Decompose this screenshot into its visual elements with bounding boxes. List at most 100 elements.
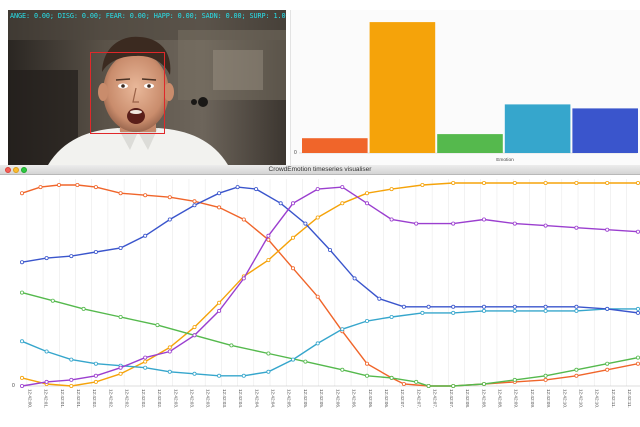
minimize-window-button[interactable] [13,167,19,173]
series-point [57,182,62,187]
x-tick-label: 12:42:04. [271,389,276,408]
series-point [266,351,271,356]
series-line [21,186,639,387]
series-line [21,184,639,387]
series-point [574,373,579,378]
x-tick-label: 12:42:06. [368,389,373,408]
x-tick-label: 12:42:03. [190,389,195,408]
series-point [543,308,548,313]
series-point [605,227,610,232]
series-point [192,333,197,338]
x-tick-label: 12:42:05. [287,389,292,408]
series-point [290,201,295,206]
series-point [192,199,197,204]
x-tick-label: 12:42:02. [108,389,113,408]
x-tick-label: 12:42:01. [76,389,81,408]
series-point [241,217,246,222]
x-tick-label: 12:42:05. [319,389,324,408]
series-point [574,181,579,186]
series-point [192,203,197,208]
x-tick-label: 12:42:10. [595,389,600,408]
x-tick-label: 12:42:07. [449,389,454,408]
series-point [192,371,197,376]
series-point [290,266,295,271]
series-point [389,314,394,319]
series-point [340,327,345,332]
series-point [118,365,123,370]
series-point [38,185,43,190]
series-point [155,323,160,328]
series-point [75,182,80,187]
series-point [217,205,222,210]
series-point [118,314,123,319]
x-tick-label: 12:42:03. [206,389,211,408]
series-point [278,201,283,206]
series-point [636,181,640,185]
series-point [605,367,610,372]
x-tick-label: 12:42:10. [579,389,584,408]
series-point [241,373,246,378]
series-point [574,225,579,230]
series-point [543,304,548,309]
series-point [69,254,74,259]
x-tick-label: 12:42:02. [125,389,130,408]
series-point [377,296,382,301]
series-point [389,187,394,192]
series-point [19,339,24,344]
maximize-window-button[interactable] [21,167,27,173]
x-tick-label: 12:42:08. [498,389,503,408]
series-point [69,377,74,382]
series-point [266,233,271,238]
series-point [192,325,197,330]
series-point [167,369,172,374]
face-detection-box [90,52,165,134]
x-tick-label: 12:42:06. [335,389,340,408]
series-point [93,379,98,384]
series-point [364,361,369,366]
series-point [636,355,640,360]
series-point [364,373,369,378]
emotion-bar [369,22,436,153]
series-point [364,201,369,206]
series-point [414,379,419,384]
x-tick-label: 12:42:04. [254,389,259,408]
series-point [481,181,486,186]
series-point [543,377,548,382]
series-point [340,367,345,372]
series-point [303,359,308,364]
series-point [217,191,222,196]
series-point [481,304,486,309]
series-point [574,304,579,309]
emotion-bar [504,104,571,153]
series-point [315,187,320,192]
series-point [315,294,320,299]
series-point [543,181,548,186]
x-tick-label: 12:42:03. [222,389,227,408]
x-tick-label: 12:42:07. [416,389,421,408]
series-point [167,349,172,354]
x-tick-label: 12:42:09. [514,389,519,408]
series-point [364,318,369,323]
series-point [401,381,406,386]
series-point [241,276,246,281]
x-tick-label: 12:42:07. [400,389,405,408]
window-titlebar[interactable]: CrowdEmotion timeseries visualiser [0,165,640,175]
series-point [574,308,579,313]
series-point [512,377,517,382]
x-tick-label: 12:42:08. [465,389,470,408]
series-point [266,369,271,374]
series-point [118,191,123,196]
series-point [143,365,148,370]
series-point [143,359,148,364]
series-point [118,246,123,251]
bar-y-tick-label: 0 [294,150,297,156]
series-point [69,383,74,388]
x-tick-label: 12:42:05. [303,389,308,408]
series-point [93,185,98,190]
series-point [217,308,222,313]
series-point [167,195,172,200]
close-window-button[interactable] [5,167,11,173]
series-point [19,290,24,295]
series-point [93,250,98,255]
